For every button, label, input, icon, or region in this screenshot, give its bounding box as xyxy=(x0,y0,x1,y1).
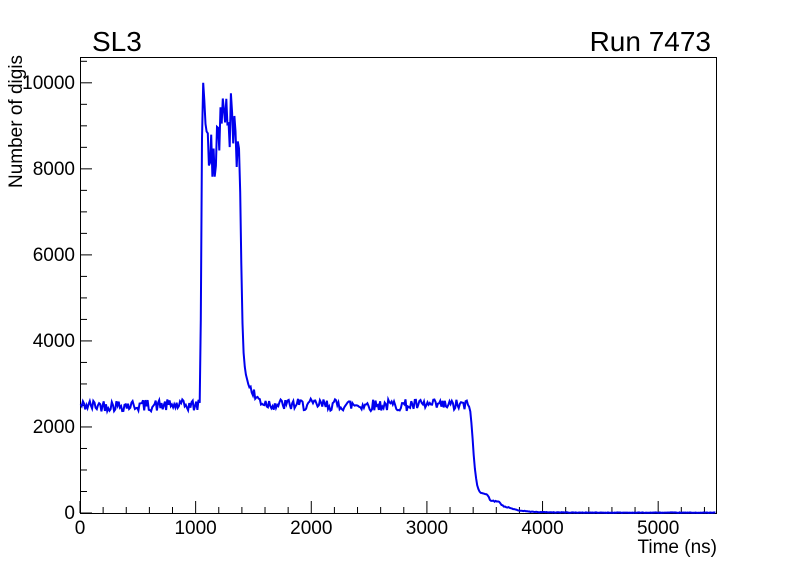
x-tick-label-2000: 2000 xyxy=(290,518,332,539)
y-tick-label-10000: 10000 xyxy=(22,73,75,94)
y-axis-title: Number of digis xyxy=(6,54,27,188)
y-tick-label-8000: 8000 xyxy=(33,159,75,180)
histogram-line xyxy=(79,82,716,514)
x-tick-label-4000: 4000 xyxy=(521,518,563,539)
x-tick-label-5000: 5000 xyxy=(637,518,679,539)
y-tick-label-6000: 6000 xyxy=(33,245,75,266)
y-tick-label-0: 0 xyxy=(64,503,75,524)
x-axis-title: Time (ns) xyxy=(637,537,717,558)
y-tick-label-2000: 2000 xyxy=(33,417,75,438)
plot-frame xyxy=(80,57,717,514)
x-tick-label-0: 0 xyxy=(75,518,86,539)
run-number-label: Run 7473 xyxy=(589,26,711,57)
y-tick-label-4000: 4000 xyxy=(33,331,75,352)
x-tick-label-1000: 1000 xyxy=(174,518,216,539)
histogram-title: SL3 xyxy=(92,26,142,57)
x-tick-label-3000: 3000 xyxy=(406,518,448,539)
